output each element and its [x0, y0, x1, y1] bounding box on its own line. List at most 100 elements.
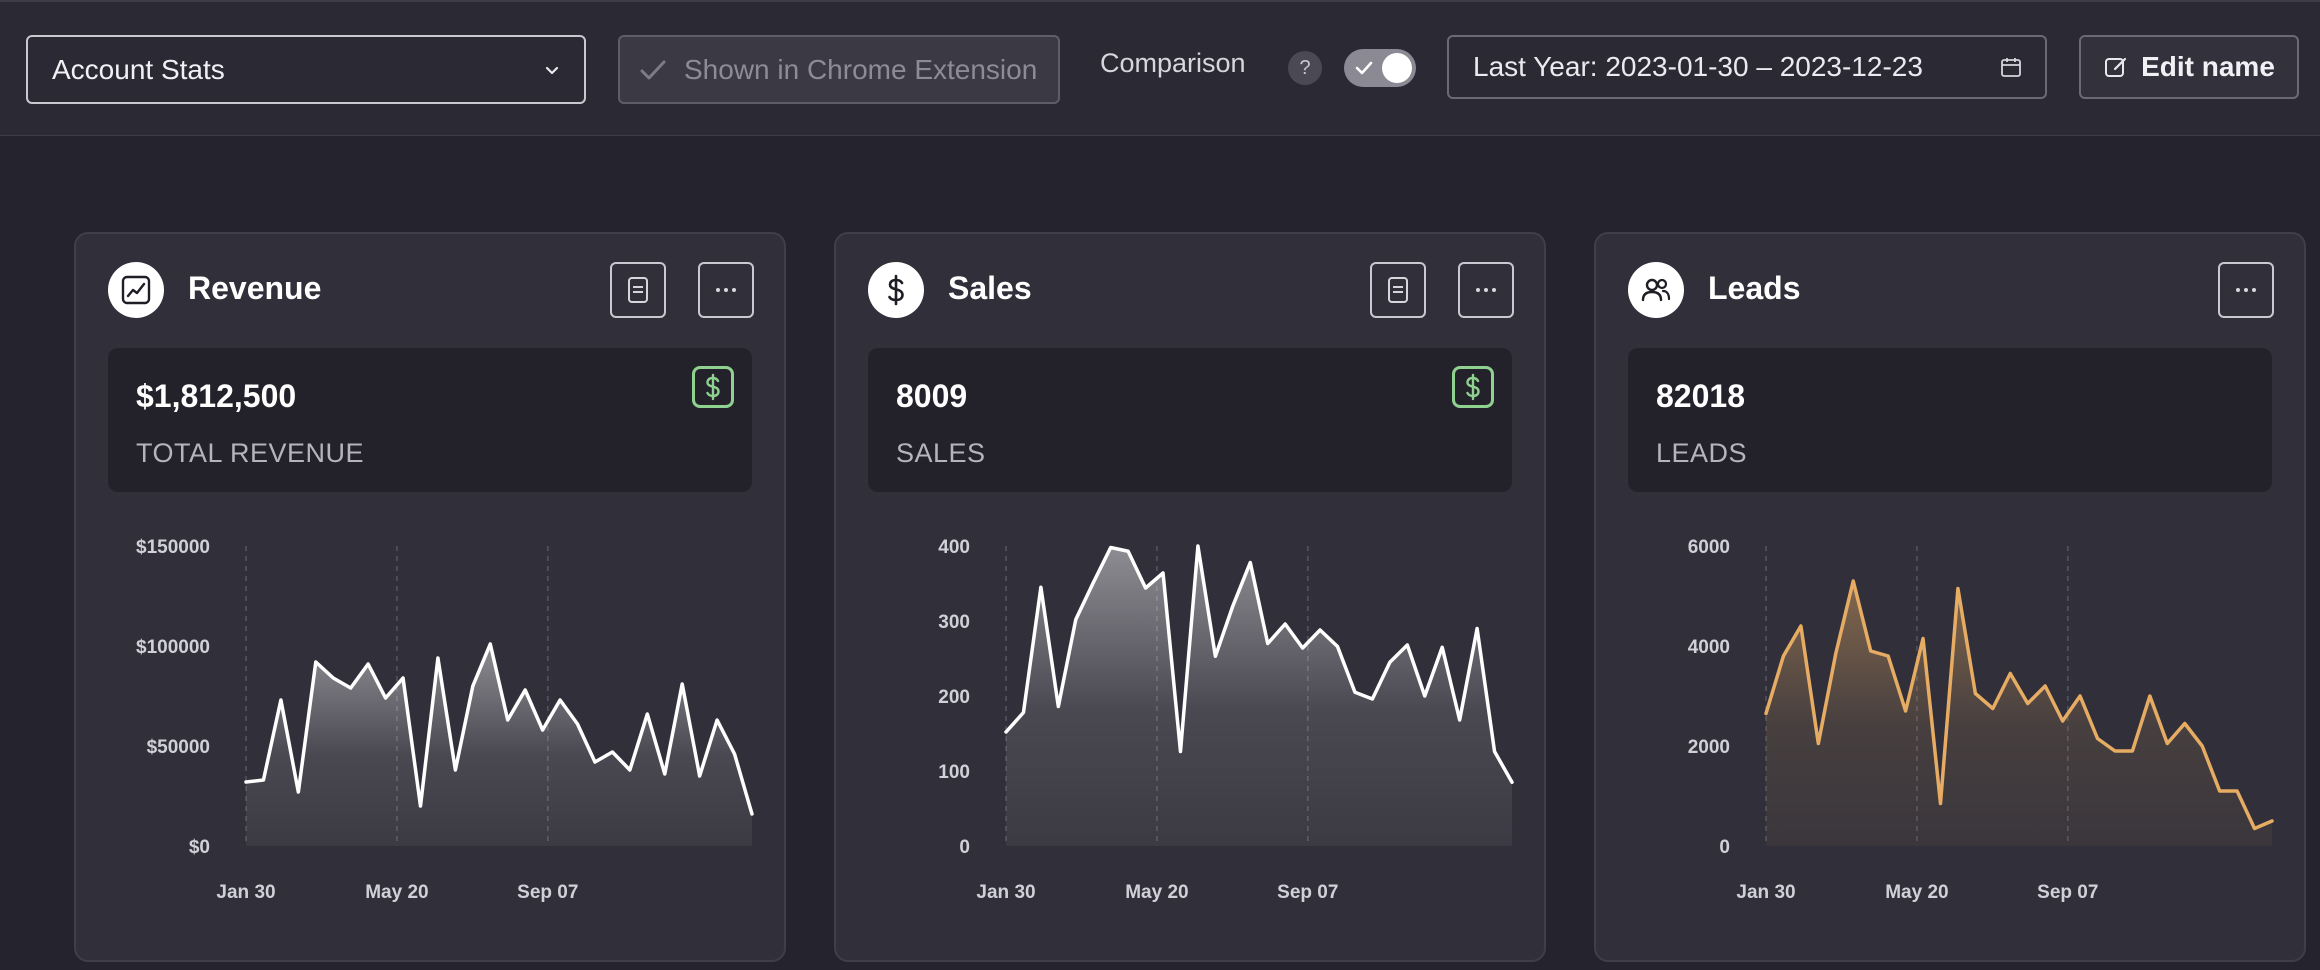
dashboard-select-value: Account Stats [52, 53, 225, 85]
toolbar: Account Stats Shown in Chrome Extension … [0, 0, 2320, 136]
edit-name-button[interactable]: Edit name [2079, 35, 2299, 99]
data-point [454, 769, 457, 772]
edit-icon [2105, 57, 2127, 77]
x-tick-label: May 20 [365, 882, 428, 903]
series-area [1006, 546, 1512, 846]
notes-button[interactable] [1370, 262, 1426, 318]
stat-value: $1,812,500 [136, 378, 297, 414]
y-tick-label: $50000 [147, 737, 210, 758]
edit-name-label: Edit name [2141, 51, 2275, 82]
chevron-down-icon [545, 66, 559, 74]
data-point [471, 685, 474, 688]
data-point [1371, 698, 1374, 701]
data-point [332, 677, 335, 680]
data-point [1162, 572, 1165, 575]
y-tick-label: 0 [959, 837, 970, 858]
more-options-button[interactable] [2218, 262, 2274, 318]
data-point [716, 719, 719, 722]
y-tick-label: $100000 [136, 637, 210, 658]
data-point [384, 697, 387, 700]
data-point [349, 687, 352, 690]
data-point [2253, 827, 2256, 830]
date-range-value: Last Year: 2023-01-30 – 2023-12-23 [1473, 51, 1923, 82]
y-tick-label: 100 [938, 762, 970, 783]
data-point [2148, 695, 2151, 698]
series-line [244, 642, 754, 816]
notes-button[interactable] [610, 262, 666, 318]
data-point [1127, 550, 1130, 553]
y-tick-label: 6000 [1688, 537, 1730, 558]
data-point [1511, 781, 1514, 784]
dollar-badge-icon [692, 366, 734, 408]
data-point [1231, 605, 1234, 608]
comparison-toggle[interactable] [1344, 49, 1416, 87]
y-tick-label: 0 [1719, 837, 1730, 858]
date-range-picker[interactable]: Last Year: 2023-01-30 – 2023-12-23 [1447, 35, 2047, 99]
help-icon[interactable]: ? [1288, 51, 1322, 85]
more-horizontal-icon [2236, 288, 2256, 292]
stat-box: 8009 SALES [868, 348, 1512, 492]
data-point [1423, 695, 1426, 698]
data-point [402, 677, 405, 680]
data-point [2113, 750, 2116, 753]
data-point [1353, 691, 1356, 694]
data-point [1005, 731, 1008, 734]
data-point [436, 657, 439, 660]
data-point [1406, 644, 1409, 647]
data-point [2026, 702, 2029, 705]
data-point [1817, 742, 1820, 745]
more-horizontal-icon [1476, 288, 1496, 292]
sales-chart: Jan 30 May 20 Sep 07 0 100 200 300 400 [938, 537, 1514, 903]
data-point [1782, 655, 1785, 658]
sales-card: Sales 8009 SALES Jan 30 May 20 Sep 07 0 100 2… [834, 232, 1546, 962]
data-point [1022, 711, 1025, 714]
chrome-extension-label: Shown in Chrome Extension [684, 53, 1038, 85]
more-options-button[interactable] [698, 262, 754, 318]
y-tick-label: $150000 [136, 537, 210, 558]
data-point [2183, 722, 2186, 725]
x-tick-label: Sep 07 [2037, 882, 2098, 903]
data-point [1834, 652, 1837, 655]
data-point [559, 699, 562, 702]
data-point [1301, 647, 1304, 650]
stat-box: $1,812,500 TOTAL REVENUE [108, 348, 752, 492]
data-point [279, 699, 282, 702]
data-point [2096, 737, 2099, 740]
chrome-extension-button[interactable]: Shown in Chrome Extension [618, 35, 1060, 104]
data-point [681, 683, 684, 686]
trend-chart-icon [108, 262, 164, 318]
data-point [733, 753, 736, 756]
data-point [489, 643, 492, 646]
data-point [1799, 625, 1802, 628]
y-tick-label: 200 [938, 687, 970, 708]
more-options-button[interactable] [1458, 262, 1514, 318]
x-tick-label: Jan 30 [1736, 882, 1795, 903]
stat-value: 82018 [1656, 378, 1745, 414]
leads-chart: Jan 30 May 20 Sep 07 0 2000 4000 6000 [1688, 537, 2274, 903]
data-point [1214, 655, 1217, 658]
series-area [246, 644, 752, 846]
data-point [2061, 720, 2064, 723]
data-point [262, 779, 265, 782]
dollar-badge-icon [1452, 366, 1494, 408]
data-point [1319, 629, 1322, 632]
data-point [1144, 587, 1147, 590]
data-point [1109, 546, 1112, 549]
check-icon [1355, 61, 1373, 75]
data-point [2201, 745, 2204, 748]
data-point [2218, 790, 2221, 793]
data-point [541, 729, 544, 732]
data-point [506, 719, 509, 722]
data-point [245, 781, 248, 784]
dashboard-select[interactable]: Account Stats [26, 35, 586, 104]
data-point [524, 689, 527, 692]
users-icon [1628, 262, 1684, 318]
data-point [1852, 580, 1855, 583]
more-horizontal-icon [716, 288, 736, 292]
data-point [2166, 742, 2169, 745]
data-point [611, 751, 614, 754]
data-point [2271, 820, 2274, 823]
calendar-icon [2001, 58, 2021, 77]
document-icon [1388, 277, 1408, 303]
data-point [1765, 712, 1768, 715]
